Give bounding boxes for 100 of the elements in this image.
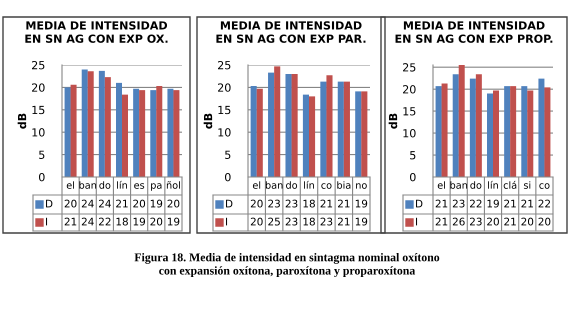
data-label: 19 bbox=[168, 218, 180, 226]
bar bbox=[309, 96, 316, 177]
x-tick-label: ban bbox=[266, 181, 282, 189]
y-tick-label: 15 bbox=[32, 106, 44, 114]
bar bbox=[116, 82, 122, 177]
bar bbox=[326, 75, 333, 177]
y-tick-label: 25 bbox=[403, 63, 416, 72]
legend-label: I bbox=[46, 218, 48, 226]
bar bbox=[133, 88, 140, 177]
bar bbox=[320, 82, 326, 177]
y-tick-label: 15 bbox=[218, 106, 230, 114]
x-tick-label: si bbox=[524, 181, 530, 189]
data-label: 21 bbox=[504, 218, 516, 226]
data-label: 20 bbox=[133, 200, 146, 208]
y-tick-label: 20 bbox=[32, 83, 45, 92]
y-tick-label: 5 bbox=[39, 150, 44, 159]
bar bbox=[82, 69, 88, 177]
y-tick-label: 25 bbox=[218, 60, 230, 70]
bar bbox=[538, 78, 544, 177]
x-tick-label: lín bbox=[117, 180, 127, 189]
bar bbox=[292, 74, 298, 177]
bar bbox=[338, 82, 344, 177]
chart-title: MEDIA DE INTENSIDAD EN SN AG CON EXP PAR. bbox=[216, 21, 366, 43]
data-label: 19 bbox=[356, 218, 368, 226]
data-label: 22 bbox=[470, 200, 482, 208]
bar bbox=[527, 90, 534, 177]
x-tick-label: es bbox=[134, 183, 144, 189]
bar bbox=[458, 65, 465, 177]
x-tick-label: el bbox=[252, 181, 260, 189]
data-label: 23 bbox=[470, 218, 482, 226]
x-tick-label: bia bbox=[337, 181, 350, 189]
data-label: 21 bbox=[116, 200, 128, 208]
legend-label: D bbox=[226, 200, 232, 208]
data-label: 20 bbox=[64, 200, 77, 208]
data-label: 23 bbox=[452, 200, 465, 208]
data-label: 19 bbox=[488, 200, 499, 208]
y-tick-label: 0 bbox=[224, 172, 231, 182]
data-label: 21 bbox=[436, 218, 448, 226]
data-label: 21 bbox=[436, 200, 448, 208]
text: Figura 18. Media de intensidad en sintagma nominal oxítono con expansión oxítona, paroxítona y proparoxítona bbox=[134, 253, 440, 278]
bar bbox=[156, 86, 162, 177]
bar bbox=[442, 83, 448, 177]
data-label: 20 bbox=[487, 218, 499, 226]
bar bbox=[104, 77, 111, 177]
y-tick-label: 15 bbox=[403, 107, 416, 116]
data-label: 18 bbox=[304, 218, 315, 226]
x-tick-label: ban bbox=[79, 181, 96, 189]
y-tick-label: 0 bbox=[38, 172, 45, 182]
data-label: 20 bbox=[538, 218, 550, 226]
bar bbox=[355, 91, 362, 177]
y-tick-label: 5 bbox=[410, 151, 416, 160]
bar bbox=[250, 86, 257, 177]
x-tick-label: ñol bbox=[166, 181, 180, 189]
x-tick-label: lín bbox=[488, 180, 498, 189]
data-label: 24 bbox=[82, 200, 94, 208]
x-tick-label: co bbox=[539, 183, 550, 189]
x-tick-label: pa bbox=[151, 183, 162, 191]
y-tick-label: 10 bbox=[218, 128, 231, 137]
bar bbox=[150, 90, 156, 177]
bar bbox=[64, 87, 71, 177]
data-label: 24 bbox=[82, 218, 94, 226]
x-tick-label: clá bbox=[504, 180, 516, 189]
bar bbox=[285, 74, 292, 177]
bar bbox=[274, 66, 280, 177]
bar bbox=[521, 86, 528, 177]
y-axis-title: dB bbox=[388, 114, 398, 129]
bar bbox=[268, 72, 274, 177]
bar bbox=[98, 70, 105, 177]
bar bbox=[476, 74, 482, 177]
data-label: 19 bbox=[356, 200, 368, 208]
x-tick-label: do bbox=[286, 181, 298, 189]
chart-title: MEDIA DE INTENSIDAD EN SN AG CON EXP PROP. bbox=[396, 21, 552, 43]
data-label: 22 bbox=[538, 200, 550, 208]
data-label: 18 bbox=[304, 200, 315, 208]
chart-title: MEDIA DE INTENSIDAD EN SN AG CON EXP OX. bbox=[25, 21, 168, 43]
data-label: 18 bbox=[116, 218, 128, 226]
bar bbox=[256, 88, 263, 177]
bar bbox=[88, 71, 94, 177]
bar bbox=[436, 86, 442, 177]
x-tick-label: no bbox=[356, 183, 367, 189]
bar bbox=[344, 82, 350, 177]
bar bbox=[510, 86, 516, 177]
data-label: 23 bbox=[286, 200, 298, 208]
data-label: 21 bbox=[338, 200, 350, 208]
bar bbox=[302, 94, 309, 177]
data-label: 26 bbox=[452, 218, 465, 226]
bar bbox=[139, 90, 146, 177]
legend-label: I bbox=[416, 218, 418, 226]
bar bbox=[504, 86, 510, 177]
data-label: 25 bbox=[268, 218, 280, 226]
data-label: 20 bbox=[250, 218, 263, 226]
data-label: 20 bbox=[168, 200, 180, 208]
data-label: 20 bbox=[250, 200, 263, 208]
bar bbox=[452, 74, 459, 177]
y-tick-label: 0 bbox=[410, 172, 416, 182]
y-tick-label: 20 bbox=[218, 83, 231, 92]
x-tick-label: lín bbox=[304, 180, 314, 189]
data-label: 23 bbox=[320, 218, 332, 226]
data-label: 19 bbox=[134, 218, 146, 226]
bar bbox=[487, 94, 493, 177]
